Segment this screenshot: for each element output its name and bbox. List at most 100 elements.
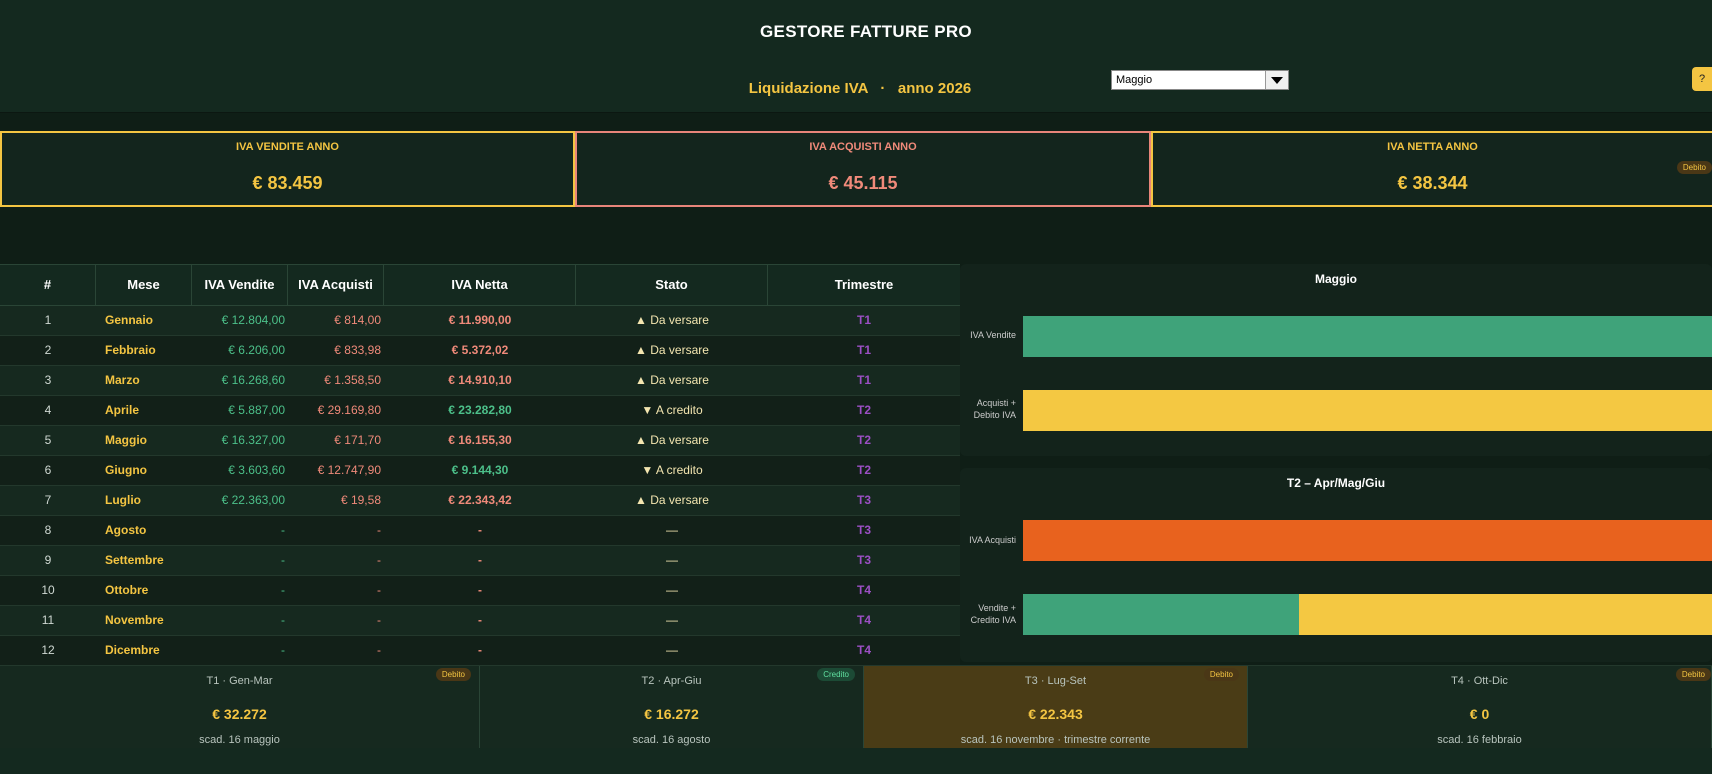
month-cell: Novembre — [105, 613, 164, 627]
table-row[interactable]: 3 Marzo € 16.268,60 € 1.358,50 € 14.910,10 ▲ … — [0, 366, 960, 396]
quarter-due-date: scad. 16 agosto — [632, 734, 711, 746]
quarter-label: T4 · Ott-Dic — [1451, 675, 1508, 687]
bar-label: Vendite + Credito IVA — [970, 603, 1016, 625]
kpi-value: € 45.115 — [828, 173, 898, 193]
table-row[interactable]: 8 Agosto - - - — T3 — [0, 516, 960, 546]
quarter-label: T1 · Gen-Mar — [206, 675, 273, 687]
row-number: 12 — [41, 643, 55, 657]
bar-label: IVA Acquisti — [969, 535, 1016, 545]
kpi-label: IVA NETTA ANNO — [1387, 141, 1478, 153]
table-row[interactable]: 1 Gennaio € 12.804,00 € 814,00 € 11.990,00 ▲ … — [0, 306, 960, 336]
bar-segment — [1298, 594, 1712, 635]
purchase-vat-cell: - — [377, 613, 381, 627]
month-cell: Marzo — [105, 373, 140, 387]
quarter-cell: T1 — [856, 373, 871, 387]
sales-vat-cell: € 16.327,00 — [221, 433, 285, 447]
purchase-vat-cell: € 12.747,90 — [317, 463, 381, 477]
sales-vat-cell: € 22.363,00 — [221, 493, 285, 507]
row-number: 7 — [44, 493, 52, 507]
status-cell: — — [666, 613, 678, 627]
net-vat-cell: - — [478, 613, 482, 627]
status-cell: ▼ A credito — [641, 403, 703, 417]
status-badge: Debito — [1676, 161, 1712, 174]
quarter-due-date: scad. 16 febbraio — [1437, 734, 1522, 746]
table-row[interactable]: 7 Luglio € 22.363,00 € 19,58 € 22.343,42 ▲ Da… — [0, 486, 960, 516]
table-row[interactable]: 12 Dicembre - - - — T4 — [0, 636, 960, 666]
row-number: 4 — [44, 403, 52, 417]
purchase-vat-cell: - — [377, 643, 381, 657]
kpi-card-net: IVA NETTA ANNO € 38.344 Debito — [1151, 131, 1712, 207]
quarter-cell: T4 — [856, 643, 871, 657]
quarter-due-date: scad. 16 maggio — [199, 734, 280, 746]
purchase-vat-cell: - — [377, 523, 381, 537]
quarter-card: T4 · Ott-Dic € 0 scad. 16 febbraio Debito — [1248, 666, 1712, 749]
sales-vat-cell: - — [281, 613, 285, 627]
sales-vat-cell: - — [281, 583, 285, 597]
sales-vat-cell: € 3.603,60 — [228, 463, 285, 477]
row-number: 3 — [44, 373, 52, 387]
purchase-vat-cell: - — [377, 583, 381, 597]
table-row[interactable]: 4 Aprile € 5.887,00 € 29.169,80 € 23.282,80 ▼… — [0, 396, 960, 426]
quarter-due-date: scad. 16 novembre · trimestre corrente — [960, 734, 1151, 746]
sales-vat-cell: € 12.804,00 — [221, 313, 285, 327]
table-header: # Mese IVA Vendite IVA Acquisti IVA Nett… — [0, 264, 960, 306]
help-button[interactable]: ? — [1692, 67, 1712, 91]
chart-title: Maggio — [1315, 272, 1357, 286]
quarter-summary: T1 · Gen-Mar € 32.272 scad. 16 maggio Debit… — [0, 665, 1712, 749]
quarter-value: € 0 — [1469, 706, 1490, 722]
chart-quarter-panel: T2 – Apr/Mag/Giu IVA Acquisti Vendite + … — [960, 468, 1712, 662]
net-vat-cell: € 22.343,42 — [448, 493, 512, 507]
kpi-label: IVA VENDITE ANNO — [236, 141, 339, 153]
net-vat-cell: - — [478, 583, 482, 597]
table-row[interactable]: 5 Maggio € 16.327,00 € 171,70 € 16.155,30 ▲ D… — [0, 426, 960, 456]
month-cell: Agosto — [105, 523, 147, 537]
table-row[interactable]: 6 Giugno € 3.603,60 € 12.747,90 € 9.144,30 ▼ … — [0, 456, 960, 486]
table-row[interactable]: 11 Novembre - - - — T4 — [0, 606, 960, 636]
net-vat-cell: - — [478, 553, 482, 567]
table-row[interactable]: 9 Settembre - - - — T3 — [0, 546, 960, 576]
status-cell: ▲ Da versare — [635, 313, 709, 327]
status-badge: Credito — [817, 668, 855, 681]
row-number: 6 — [44, 463, 52, 477]
purchase-vat-cell: € 19,58 — [340, 493, 381, 507]
kpi-value: € 83.459 — [252, 173, 323, 193]
status-cell: ▼ A credito — [641, 463, 703, 477]
month-cell: Gennaio — [105, 313, 154, 327]
column-header: Trimestre — [834, 277, 894, 292]
kpi-card-sales: IVA VENDITE ANNO € 83.459 — [0, 131, 575, 207]
table-row[interactable]: 2 Febbraio € 6.206,00 € 833,98 € 5.372,02 ▲ D… — [0, 336, 960, 366]
table-row[interactable]: 10 Ottobre - - - — T4 — [0, 576, 960, 606]
sales-vat-cell: - — [281, 643, 285, 657]
row-number: 9 — [44, 553, 52, 567]
purchase-vat-cell: € 29.169,80 — [317, 403, 381, 417]
month-cell: Febbraio — [105, 343, 156, 357]
chart-month-panel: Maggio IVA Vendite Acquisti + Debito IVA — [960, 264, 1712, 456]
month-cell: Luglio — [105, 493, 141, 507]
net-vat-cell: € 9.144,30 — [451, 463, 509, 477]
sales-vat-cell: - — [281, 553, 285, 567]
kpi-card-purchases: IVA ACQUISTI ANNO € 45.115 — [575, 131, 1151, 207]
bar-label: Acquisti + Debito IVA — [973, 398, 1016, 420]
quarter-label: T3 · Lug-Set — [1024, 675, 1087, 687]
month-cell: Aprile — [105, 403, 140, 417]
row-number: 1 — [44, 313, 52, 327]
column-header: # — [0, 265, 96, 305]
month-cell: Giugno — [105, 463, 147, 477]
quarter-cell: T3 — [856, 523, 871, 537]
row-number: 5 — [44, 433, 52, 447]
column-header: Stato — [576, 265, 768, 305]
month-select[interactable]: Maggio — [1111, 70, 1289, 90]
net-vat-cell: € 5.372,02 — [451, 343, 509, 357]
status-cell: — — [666, 643, 678, 657]
chevron-down-icon[interactable] — [1265, 71, 1288, 89]
header-bar — [0, 0, 1712, 113]
net-vat-cell: € 14.910,10 — [448, 373, 512, 387]
bar-iva-vendite — [1023, 316, 1712, 357]
quarter-value: € 16.272 — [644, 706, 699, 722]
column-header: IVA Vendite — [192, 265, 288, 305]
month-cell: Settembre — [105, 553, 164, 567]
quarter-cell: T4 — [856, 583, 871, 597]
net-vat-cell: - — [478, 643, 482, 657]
net-vat-cell: € 16.155,30 — [448, 433, 512, 447]
quarter-value: € 32.272 — [212, 706, 267, 722]
